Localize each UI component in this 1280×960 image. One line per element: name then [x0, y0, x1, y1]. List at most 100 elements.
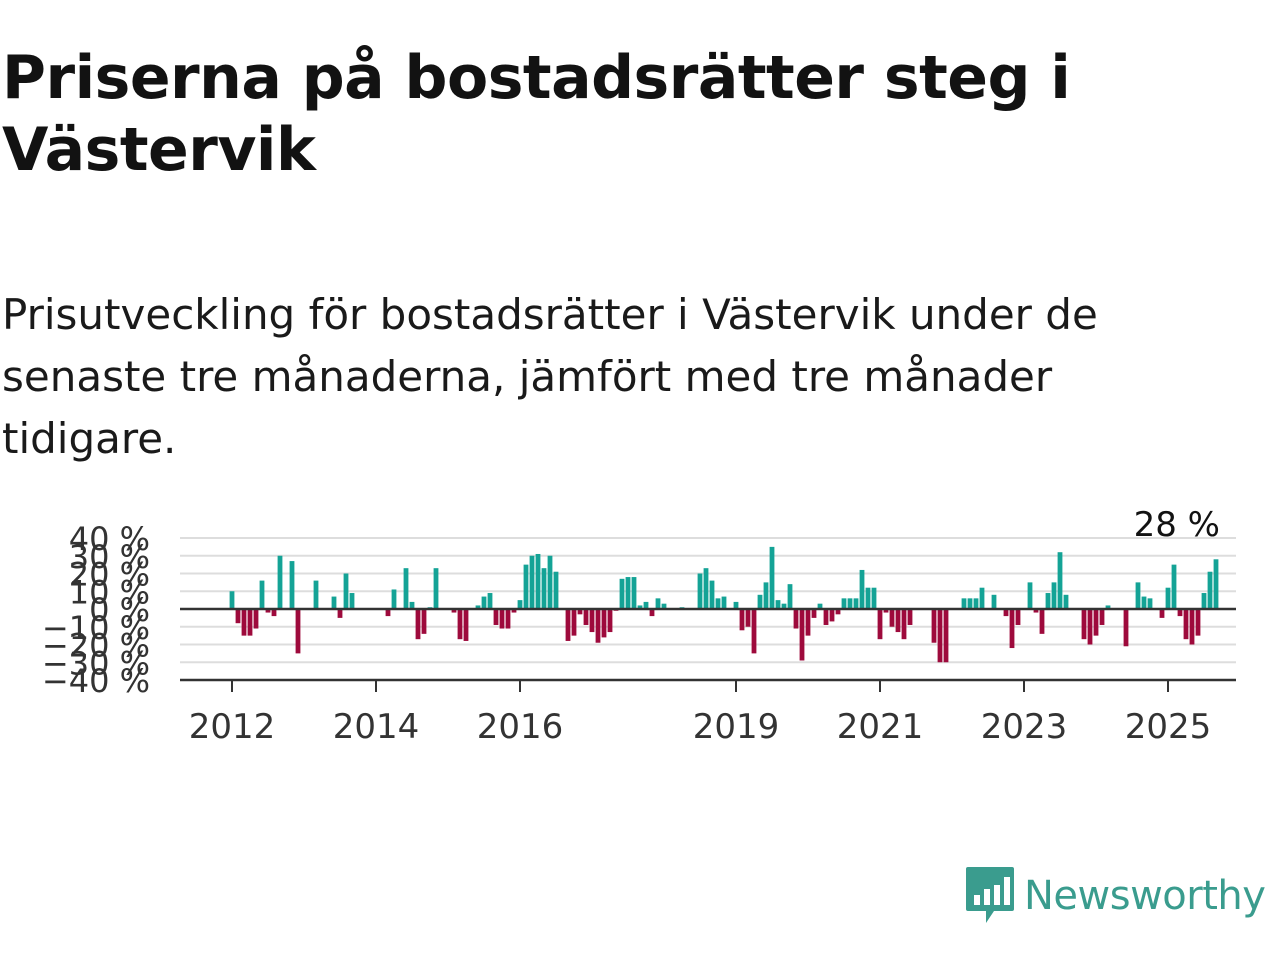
chart-title: Priserna på bostadsrätter steg i Västerv…: [2, 43, 1071, 185]
bar: [595, 609, 601, 643]
bar: [487, 593, 493, 609]
bar: [1171, 564, 1177, 610]
bar: [865, 587, 871, 609]
bar: [1009, 609, 1015, 649]
x-tick-label: 2014: [333, 707, 420, 747]
bar: [889, 609, 895, 627]
bar: [1099, 609, 1105, 625]
bar: [547, 555, 553, 609]
bar: [739, 609, 745, 631]
price-change-bar-chart: 40 %30 %20 %10 %0 %−10 %−20 %−30 %−40 % …: [42, 505, 1236, 747]
bar: [847, 598, 853, 609]
bar: [475, 605, 481, 609]
bar: [1201, 593, 1207, 609]
bar: [553, 571, 559, 609]
x-tick-label: 2019: [693, 707, 780, 747]
bar: [829, 609, 835, 622]
bar: [907, 609, 913, 625]
bar: [883, 609, 889, 613]
chart-subtitle: Prisutveckling för bostadsrätter i Väste…: [2, 290, 1098, 463]
bar: [343, 573, 349, 609]
bar: [493, 609, 499, 625]
y-tick-label: −40 %: [42, 662, 150, 700]
bar: [697, 573, 703, 609]
bar: [1147, 598, 1153, 609]
bar: [1081, 609, 1087, 640]
bar: [1195, 609, 1201, 636]
bar: [577, 609, 583, 615]
bar: [1183, 609, 1189, 640]
bar: [1159, 609, 1165, 618]
x-tick-label: 2016: [477, 707, 564, 747]
bar: [751, 609, 757, 654]
bar: [1123, 609, 1129, 647]
bar: [247, 609, 253, 636]
bar: [1063, 594, 1069, 609]
bar: [757, 594, 763, 609]
bar: [385, 609, 391, 617]
bar: [811, 609, 817, 618]
bar: [1189, 609, 1195, 645]
bar: [421, 609, 427, 634]
y-tick-label: −20 %: [42, 627, 150, 665]
x-tick-label: 2023: [981, 707, 1068, 747]
bar: [571, 609, 577, 636]
bar: [841, 598, 847, 609]
bar: [481, 596, 487, 609]
bar: [511, 609, 517, 613]
bar: [589, 609, 595, 633]
bar: [1045, 593, 1051, 609]
bar: [1027, 582, 1033, 610]
bar: [931, 609, 937, 643]
bar: [265, 609, 271, 613]
bar: [643, 601, 649, 609]
y-tick-label: −10 %: [42, 609, 150, 647]
bar: [937, 609, 943, 663]
bar: [655, 598, 661, 609]
bar: [1177, 609, 1183, 617]
bar: [823, 609, 829, 625]
bar: [991, 594, 997, 609]
bar: [661, 603, 667, 609]
brand-name: Newsworthy: [1024, 873, 1266, 919]
bar: [1105, 605, 1111, 609]
x-axis-labels: 2012 2014 2016 2019 2021 2023 2025: [189, 680, 1211, 747]
bar: [805, 609, 811, 636]
bar: [295, 609, 301, 654]
bar: [277, 555, 283, 609]
bar: [631, 577, 637, 609]
bar: [793, 609, 799, 629]
bar: [535, 553, 541, 609]
y-tick-label: 40 %: [69, 520, 150, 558]
y-tick-label: −30 %: [42, 644, 150, 682]
bar: [763, 582, 769, 610]
bar: [517, 600, 523, 610]
bar: [901, 609, 907, 640]
bar: [637, 605, 643, 609]
bar: [415, 609, 421, 640]
chart-bars: [229, 546, 1219, 663]
bar: [649, 609, 655, 617]
bar: [877, 609, 883, 640]
bar: [817, 603, 823, 609]
bar: [1213, 559, 1219, 609]
y-axis-labels: 40 %30 %20 %10 %0 %−10 %−20 %−30 %−40 %: [42, 520, 150, 700]
bar: [337, 609, 343, 618]
bar: [403, 568, 409, 609]
bar: [871, 587, 877, 609]
bar: [313, 580, 319, 609]
bar: [1039, 609, 1045, 634]
y-tick-label: 0 %: [89, 591, 150, 629]
y-tick-label: 10 %: [69, 573, 150, 611]
bar: [1051, 582, 1057, 610]
bar: [583, 609, 589, 625]
bar: [859, 569, 865, 609]
y-tick-label: 20 %: [69, 556, 150, 594]
bar: [409, 601, 415, 609]
bar: [715, 598, 721, 609]
annotation-latest-value: 28 %: [1134, 505, 1220, 545]
bar: [331, 596, 337, 609]
newsworthy-logo-icon: [966, 867, 1014, 923]
bar: [709, 580, 715, 609]
bar: [1003, 609, 1009, 617]
